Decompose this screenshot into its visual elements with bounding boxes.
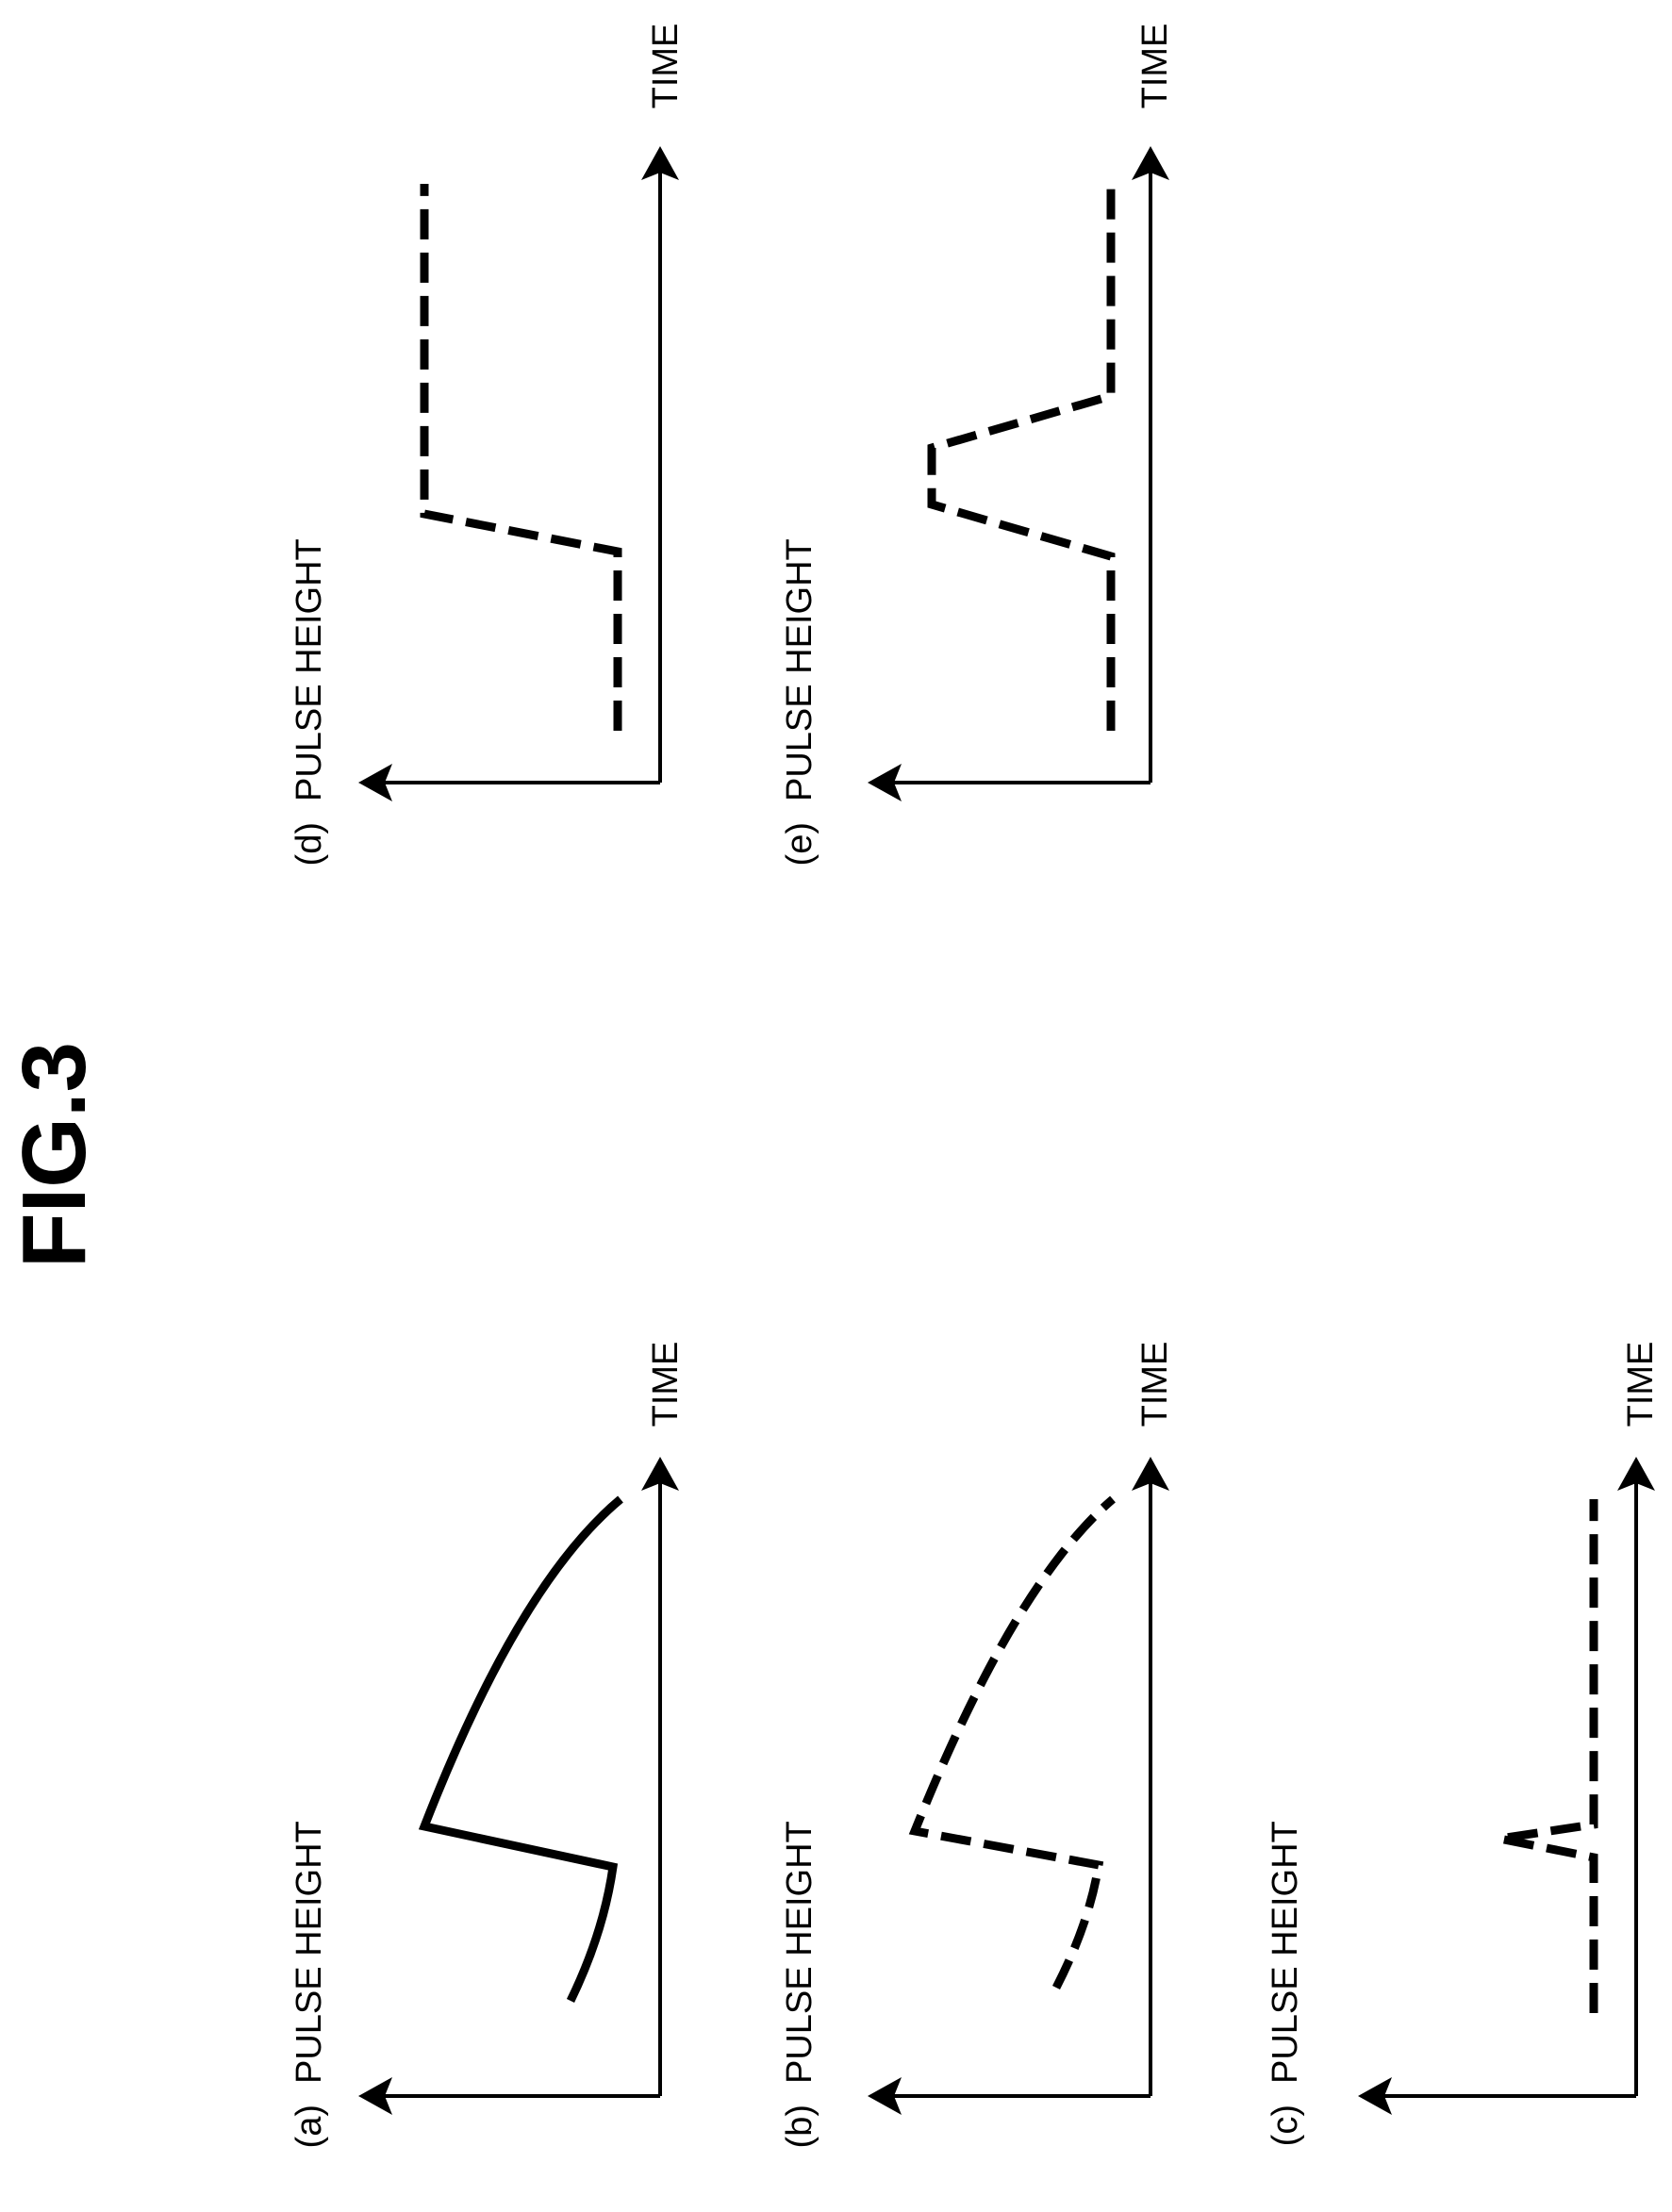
panel-b-tag: (b) bbox=[780, 2105, 819, 2148]
panel-d: (d) PULSE HEIGHT TIME bbox=[290, 24, 686, 867]
panel-a-y-axis-label: PULSE HEIGHT bbox=[290, 1821, 329, 2084]
panel-a-x-arrowhead bbox=[641, 1457, 679, 1491]
panel-e-x-arrowhead bbox=[1132, 146, 1169, 180]
panel-e: (e) PULSE HEIGHT TIME bbox=[780, 24, 1175, 867]
panel-d-tag: (d) bbox=[290, 822, 329, 866]
panel-e-pulse-curve bbox=[927, 179, 1116, 731]
panel-c: (c) PULSE HEIGHT TIME bbox=[1266, 1342, 1661, 2147]
panel-a-tag: (a) bbox=[290, 2105, 329, 2148]
panel-c-x-axis-label: TIME bbox=[1621, 1342, 1661, 1428]
panel-a-pulse-curve bbox=[418, 1495, 623, 2003]
panel-d-y-arrowhead bbox=[358, 764, 392, 801]
panel-c-y-arrowhead bbox=[1358, 2077, 1392, 2115]
panel-e-y-axis-label: PULSE HEIGHT bbox=[780, 538, 819, 801]
panel-d-x-arrowhead bbox=[641, 146, 679, 180]
panel-b-pulse-curve bbox=[908, 1495, 1116, 1990]
panel-c-tag: (c) bbox=[1266, 2105, 1305, 2146]
panel-b-x-arrowhead bbox=[1132, 1457, 1169, 1491]
panel-c-x-arrowhead bbox=[1617, 1457, 1655, 1491]
panel-b-y-arrowhead bbox=[868, 2077, 902, 2115]
panel-b-x-axis-label: TIME bbox=[1135, 1342, 1175, 1428]
panel-d-pulse-curve bbox=[420, 184, 622, 731]
figure-title: FIG.3 bbox=[4, 1042, 105, 1268]
panel-e-x-axis-label: TIME bbox=[1135, 24, 1175, 109]
panel-d-y-axis-label: PULSE HEIGHT bbox=[290, 538, 329, 801]
panel-e-y-arrowhead bbox=[868, 764, 902, 801]
panel-c-y-axis-label: PULSE HEIGHT bbox=[1266, 1821, 1305, 2084]
panel-e-tag: (e) bbox=[780, 822, 819, 866]
panel-d-x-axis-label: TIME bbox=[646, 24, 686, 109]
panel-a: (a) PULSE HEIGHT TIME bbox=[290, 1342, 686, 2149]
panel-b: (b) PULSE HEIGHT TIME bbox=[780, 1342, 1175, 2149]
panel-a-x-axis-label: TIME bbox=[646, 1342, 686, 1428]
panel-a-y-arrowhead bbox=[358, 2077, 392, 2115]
panel-c-pulse-curve bbox=[1498, 1499, 1598, 2013]
panel-b-y-axis-label: PULSE HEIGHT bbox=[780, 1821, 819, 2084]
